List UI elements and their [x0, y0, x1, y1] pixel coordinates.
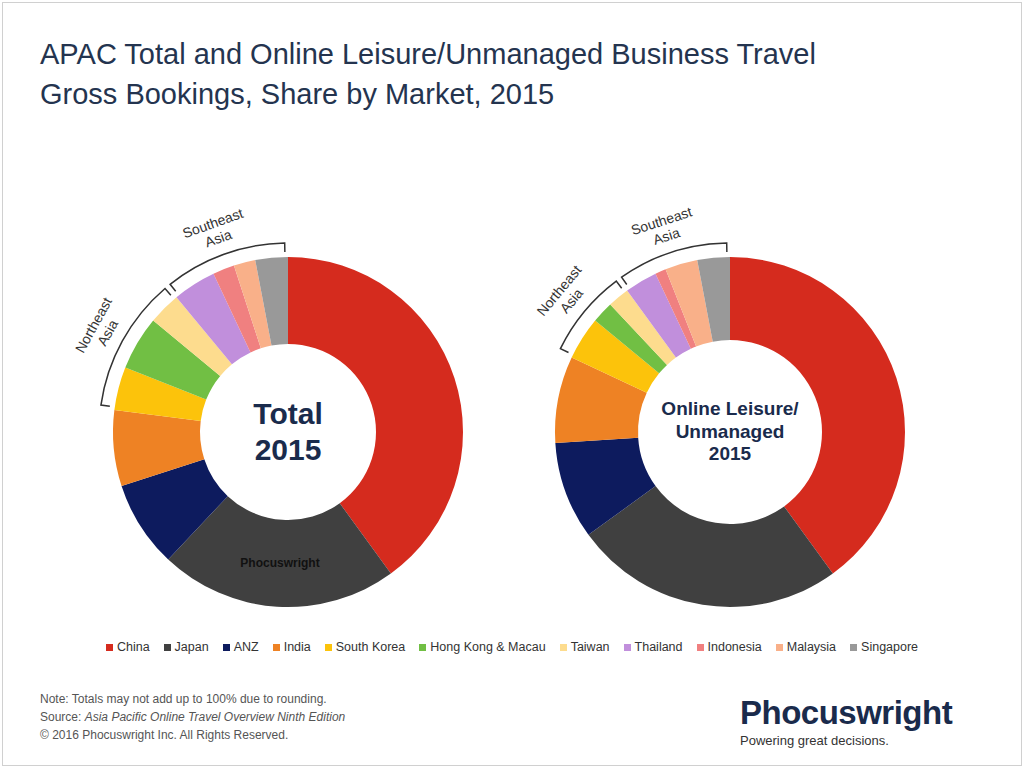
svg-text:Asia: Asia [94, 317, 121, 349]
html-text:Singapore: Singapore [861, 640, 919, 654]
html-text:© 2016 Phocuswright Inc. All R: © 2016 Phocuswright Inc. All Rights Rese… [40, 728, 289, 742]
html-text:2015: 2015 [708, 443, 752, 465]
html-text:Hong Kong & Macau: Hong Kong & Macau [430, 640, 546, 654]
html-text:South Korea: South Korea [335, 640, 406, 654]
html-text:Gross Bookings, Share by Marke: Gross Bookings, Share by Market, 2015 [40, 78, 555, 110]
html-text:2015: 2015 [254, 433, 322, 466]
svg-text:Asia: Asia [651, 224, 682, 248]
html-text:ANZ: ANZ [233, 640, 259, 654]
svg-text:Asia: Asia [556, 285, 586, 316]
html-text:Total: Total [253, 397, 323, 430]
html-text:Online Leisure/: Online Leisure/ [661, 397, 799, 419]
html-text:Thailand: Thailand [634, 640, 683, 654]
svg-text:Southeast: Southeast [629, 203, 694, 238]
html-text:India: India [283, 640, 311, 654]
html-text:Taiwan: Taiwan [570, 640, 610, 654]
html-text:Indonesia: Indonesia [707, 640, 762, 654]
html-text:Phocuswright: Phocuswright [740, 694, 953, 731]
svg-text:Phocuswright: Phocuswright [240, 556, 319, 570]
svg-text:Southeast: Southeast [180, 205, 245, 241]
html-text:APAC Total and Online Leisure/: APAC Total and Online Leisure/Unmanaged … [40, 38, 816, 70]
svg-text:Asia: Asia [203, 226, 234, 250]
html-text:Powering great decisions.: Powering great decisions. [740, 733, 889, 748]
html-text:Unmanaged: Unmanaged [675, 420, 785, 442]
svg-text:Northeast: Northeast [533, 262, 584, 319]
html-text:Source: Asia Pacific Online Tr: Source: Asia Pacific Online Travel Overv… [40, 710, 346, 724]
svg-text:Northeast: Northeast [72, 295, 115, 356]
html-text:Japan: Japan [174, 640, 209, 654]
html-text:China: China [116, 640, 150, 654]
html-text:Note: Totals may not add up to: Note: Totals may not add up to 100% due … [40, 692, 327, 706]
html-text:Malaysia: Malaysia [786, 640, 837, 654]
